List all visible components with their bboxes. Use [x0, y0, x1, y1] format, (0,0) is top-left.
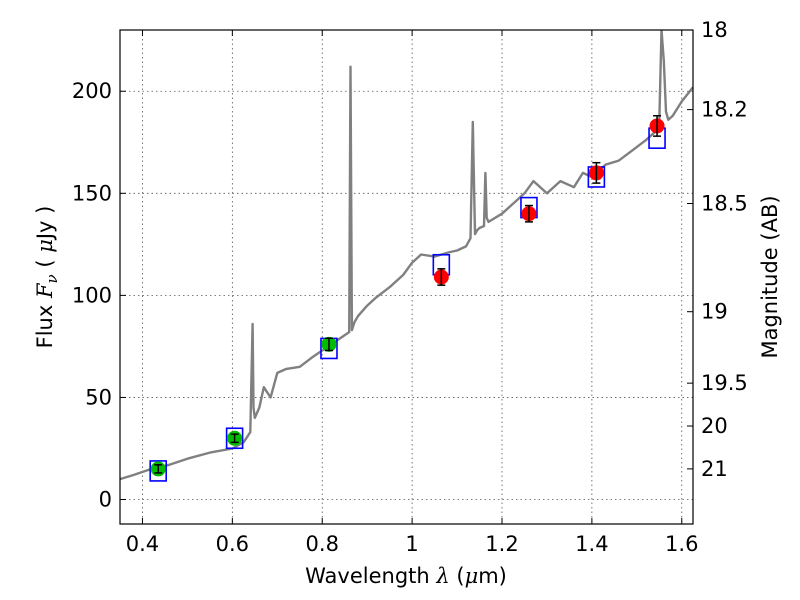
- plot-frame: [119, 29, 694, 525]
- x-tick-label: 0.8: [306, 532, 339, 556]
- x-axis-label: Wavelength λ (μm): [305, 564, 507, 588]
- y2-tick-label: 19: [701, 300, 728, 324]
- y2-tick-label: 21: [701, 457, 728, 481]
- y-axis-label: Flux Fν ( μJy ): [33, 206, 61, 349]
- x-tick-label: 0.6: [216, 532, 249, 556]
- y2-tick-label: 19.5: [701, 371, 748, 395]
- plot-background: [120, 30, 693, 524]
- grid: [120, 30, 693, 524]
- model-box: [225, 427, 244, 450]
- y-tick-label: 0: [99, 488, 112, 512]
- x-tick-label: 1.2: [485, 532, 518, 556]
- model-box: [149, 460, 167, 482]
- ticks: 0.4 0.6 0.8 1 1.2 1.4 1.6 0 50 100 150 200 18 18.2 18.…: [72, 18, 748, 556]
- y-tick-label: 50: [85, 385, 112, 409]
- y-tick-label: 200: [72, 79, 112, 103]
- x-tick-label: 1.4: [575, 532, 608, 556]
- y2-tick-label: 20: [701, 414, 728, 438]
- x-tick-label: 0.4: [126, 532, 159, 556]
- x-tick-label: 1.6: [665, 532, 698, 556]
- data-layer: [120, 30, 693, 482]
- y2-tick-label: 18: [701, 18, 728, 42]
- y2-axis-label: Magnitude (AB): [758, 195, 782, 358]
- y-tick-label: 100: [72, 283, 112, 307]
- spectrum-line: [120, 30, 693, 481]
- y2-tick-label: 18.2: [701, 98, 748, 122]
- y2-tick-label: 18.5: [701, 192, 748, 216]
- x-tick-label: 1: [405, 532, 418, 556]
- y-tick-label: 150: [72, 181, 112, 205]
